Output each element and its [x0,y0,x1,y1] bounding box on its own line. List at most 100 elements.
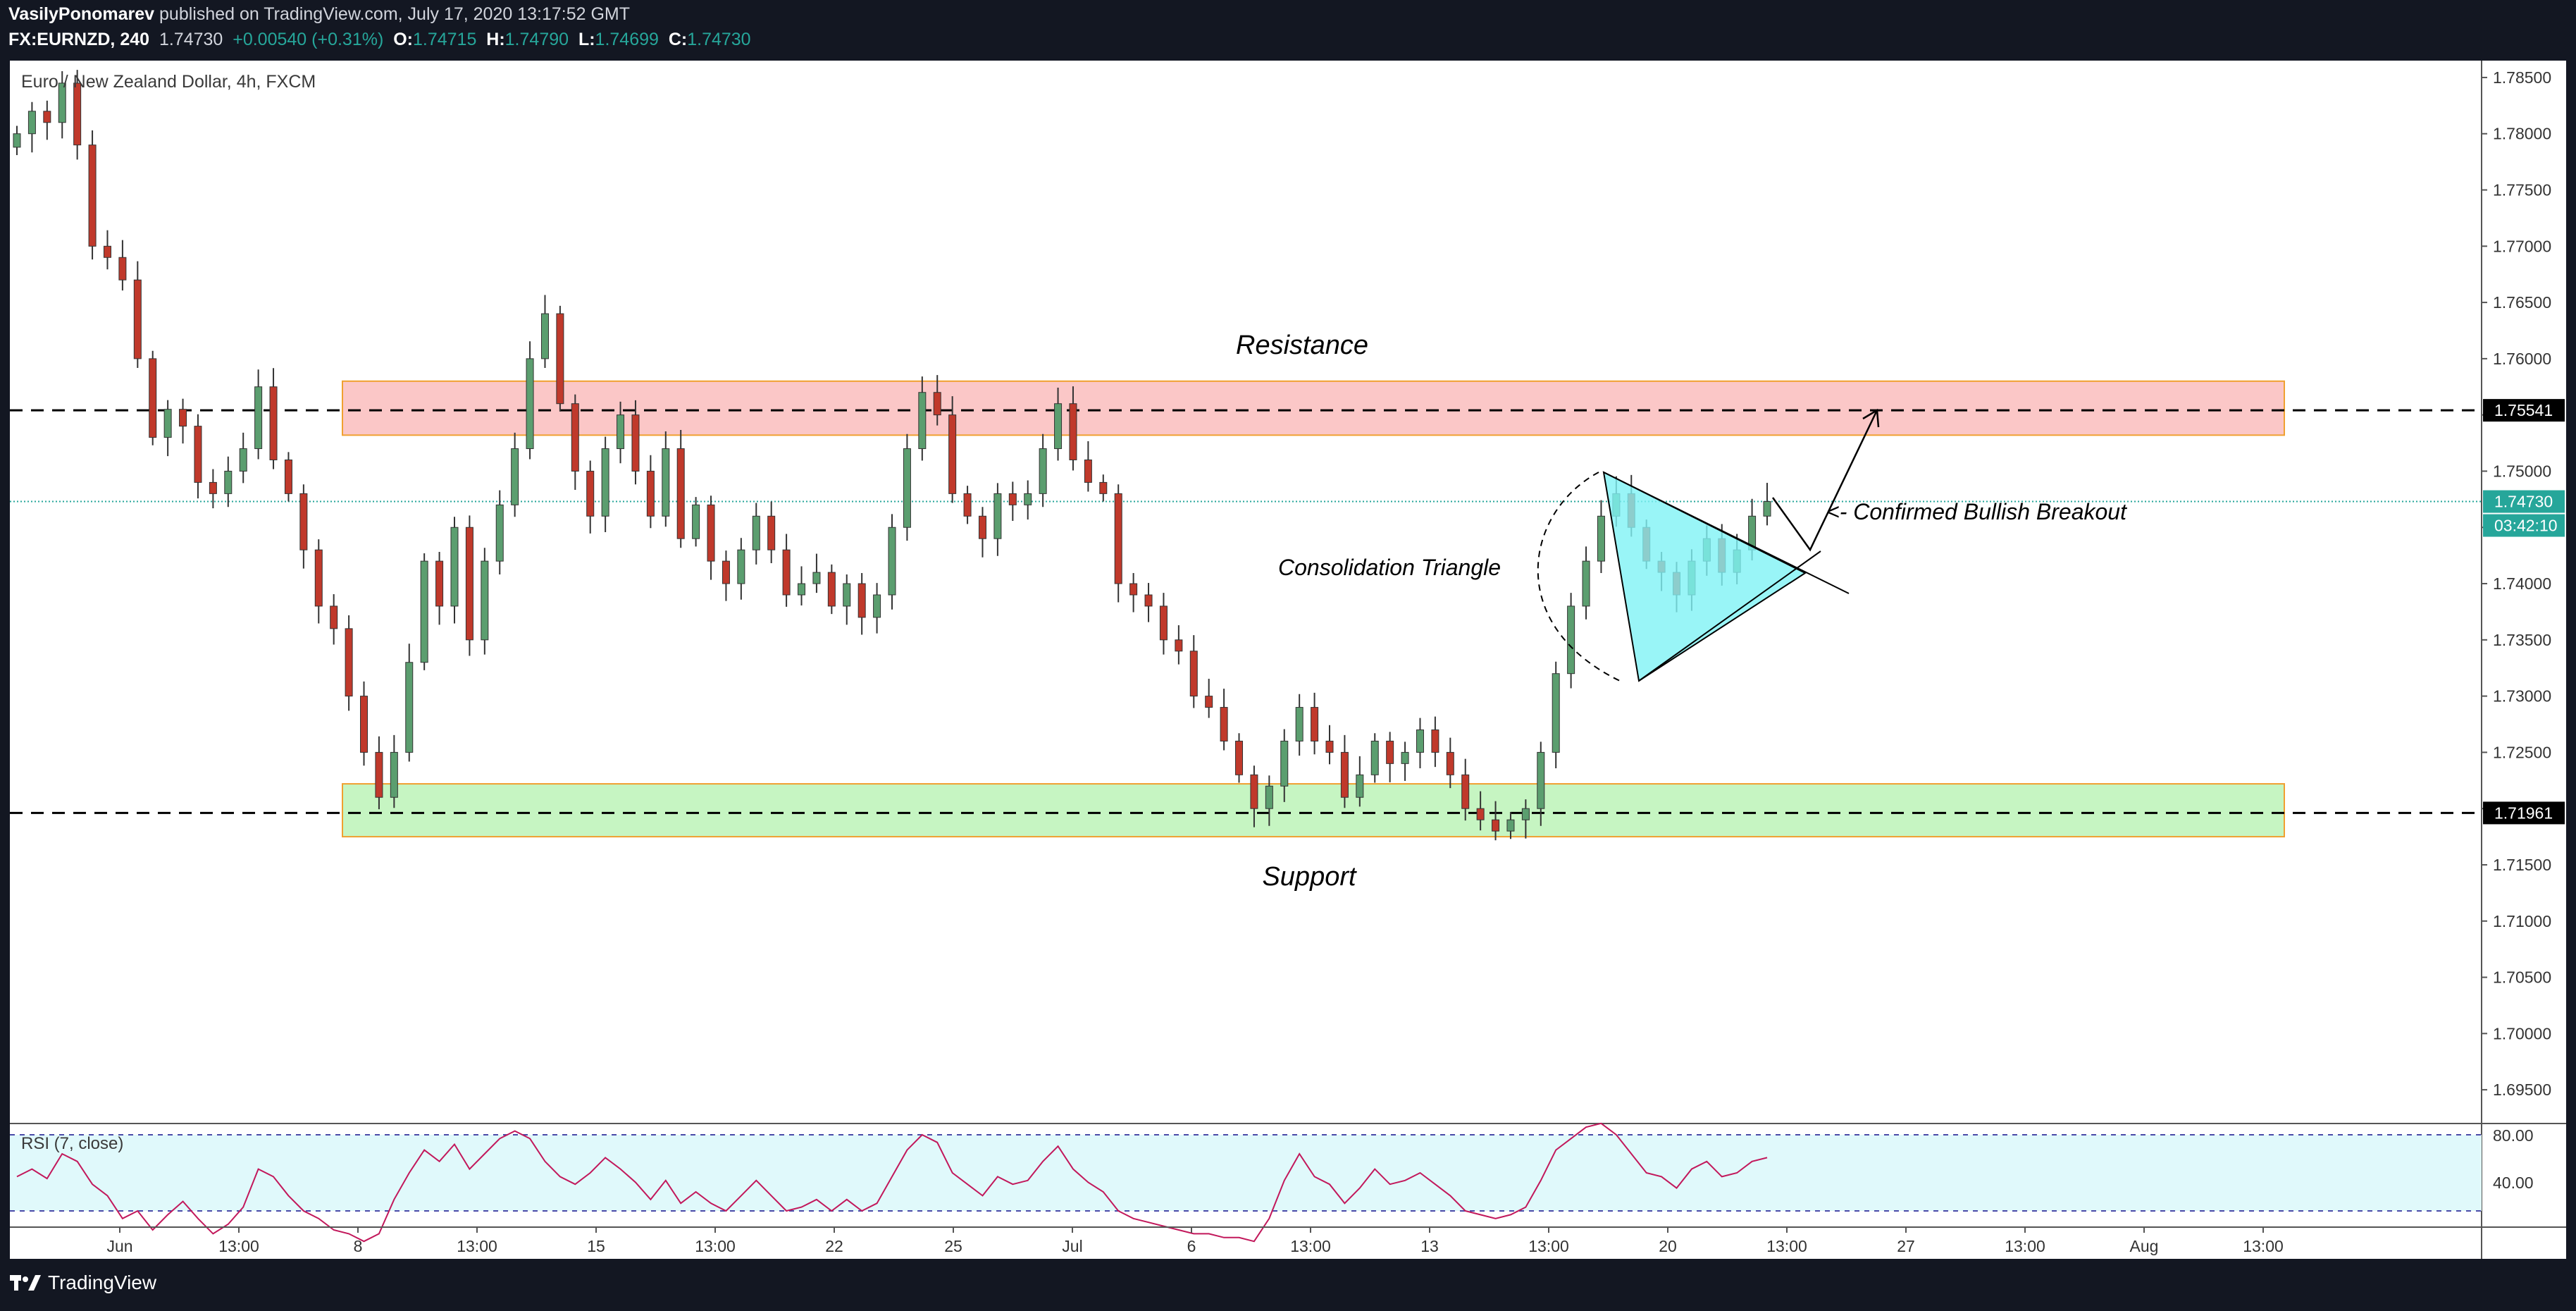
candle [1265,775,1273,826]
candle [1370,733,1379,783]
candle [1144,583,1153,622]
time-tick-label: 15 [587,1237,605,1255]
candle [209,469,217,509]
levels-layer [10,409,2482,814]
candle [405,644,414,762]
price-tick-label: 1.73000 [2493,687,2551,706]
resistance-zone[interactable] [342,380,2285,436]
countdown-label: 03:42:10 [2494,517,2558,535]
annotation-breakout[interactable]: <- Confirmed Bullish Breakout [1826,499,2127,524]
candle [179,398,187,444]
last-price: 1.74730 [159,30,223,49]
publish-line: VasilyPonomarev published on TradingView… [8,4,630,25]
tradingview-logo[interactable]: TradingView [10,1272,156,1294]
price-tick-label: 1.78000 [2493,125,2551,143]
candle [13,125,21,156]
time-tick-label: 20 [1659,1237,1677,1255]
candle [722,550,730,601]
candle [1416,718,1424,769]
candle [88,130,97,260]
time-tick-label: 8 [354,1237,363,1255]
candle [767,501,776,563]
annotation-support[interactable]: Support [1262,862,1357,892]
price-chart-svg[interactable]: Resistance Support Consolidation Triangl… [10,61,2566,1259]
time-tick-label: Jul [1062,1237,1082,1255]
price-tick-label: 1.75000 [2493,462,2551,480]
candle [526,341,534,460]
candle [692,497,700,547]
time-axis[interactable]: Jun 13:00 8 13:00 15 13:00 22 25 Jul 6 13:00 13 13:0… [106,1227,2284,1255]
candle [571,394,579,490]
candle [1220,689,1228,751]
candle [918,376,927,461]
price-scale[interactable] [2482,61,2566,1259]
candle [390,734,398,808]
candle [58,71,66,139]
candle [1582,546,1590,620]
candle [420,553,428,670]
publish-info: published on TradingView.com, July 17, 2… [159,4,631,24]
time-tick-label: 27 [1897,1237,1915,1255]
candle [1401,741,1409,781]
candle [1356,756,1364,807]
candle [133,261,142,368]
candle [1054,388,1063,461]
time-tick-label: Aug [2130,1237,2159,1255]
candle [481,548,489,655]
candle [601,436,609,532]
time-tick-label: Jun [106,1237,132,1255]
annotation-resistance[interactable]: Resistance [1236,331,1368,360]
candle [812,553,821,593]
candle [1129,573,1138,613]
candle [330,594,338,645]
price-tick-label: 1.76500 [2493,293,2551,312]
price-pane[interactable] [10,61,2482,1124]
price-tick-label: 1.78500 [2493,68,2551,87]
rsi-line[interactable] [16,1122,1768,1243]
symbol-name[interactable]: FX:EURNZD, 240 [8,30,150,49]
candle [1039,433,1047,507]
candle [118,240,127,291]
candle [345,615,353,711]
arrow-head [1862,408,1880,428]
candle [1521,799,1530,839]
candle [631,400,640,485]
zones-layer [342,380,2285,838]
chart-area[interactable]: Resistance Support Consolidation Triangl… [10,61,2566,1259]
candle [540,295,549,368]
time-tick-label: 13:00 [1766,1237,1807,1255]
countdown-label-tag [2483,514,2565,537]
candle [1597,500,1605,574]
support-zone[interactable] [342,783,2285,838]
time-tick-label: 13:00 [1290,1237,1331,1255]
resistance-level-label: 1.75541 [2494,401,2553,419]
time-tick-label: 6 [1187,1237,1196,1255]
price-tick-label: 1.77500 [2493,181,2551,199]
rsi-band [10,1135,2482,1211]
symbol-line: FX:EURNZD, 240 1.74730 +0.00540 (+0.31%)… [8,30,751,50]
candle [1280,729,1289,802]
price-tick-label: 1.74000 [2493,574,2551,593]
author-name[interactable]: VasilyPonomarev [8,4,155,24]
triangle-upper-line[interactable] [1603,472,1850,594]
candle [737,538,745,600]
candle [254,369,263,460]
triangle-dashed-arc[interactable] [1537,472,1621,682]
triangle-lower-line[interactable] [1638,550,1821,682]
candle [495,490,504,574]
candle [948,396,957,503]
candle [27,101,36,153]
rsi-label[interactable]: RSI (7, close) [21,1134,123,1153]
candle [782,534,791,607]
time-tick-label: 13:00 [1528,1237,1569,1255]
price-tick-label: 1.77000 [2493,237,2551,255]
low-value: 1.74699 [595,30,659,49]
candle [43,100,51,140]
price-change: +0.00540 (+0.31%) [233,30,384,49]
candle [1235,733,1244,783]
annotation-triangle[interactable]: Consolidation Triangle [1278,555,1501,580]
candle [1295,694,1304,756]
candle [707,496,715,580]
breakout-projection-arrow[interactable] [1771,410,1878,552]
candle [903,433,911,541]
